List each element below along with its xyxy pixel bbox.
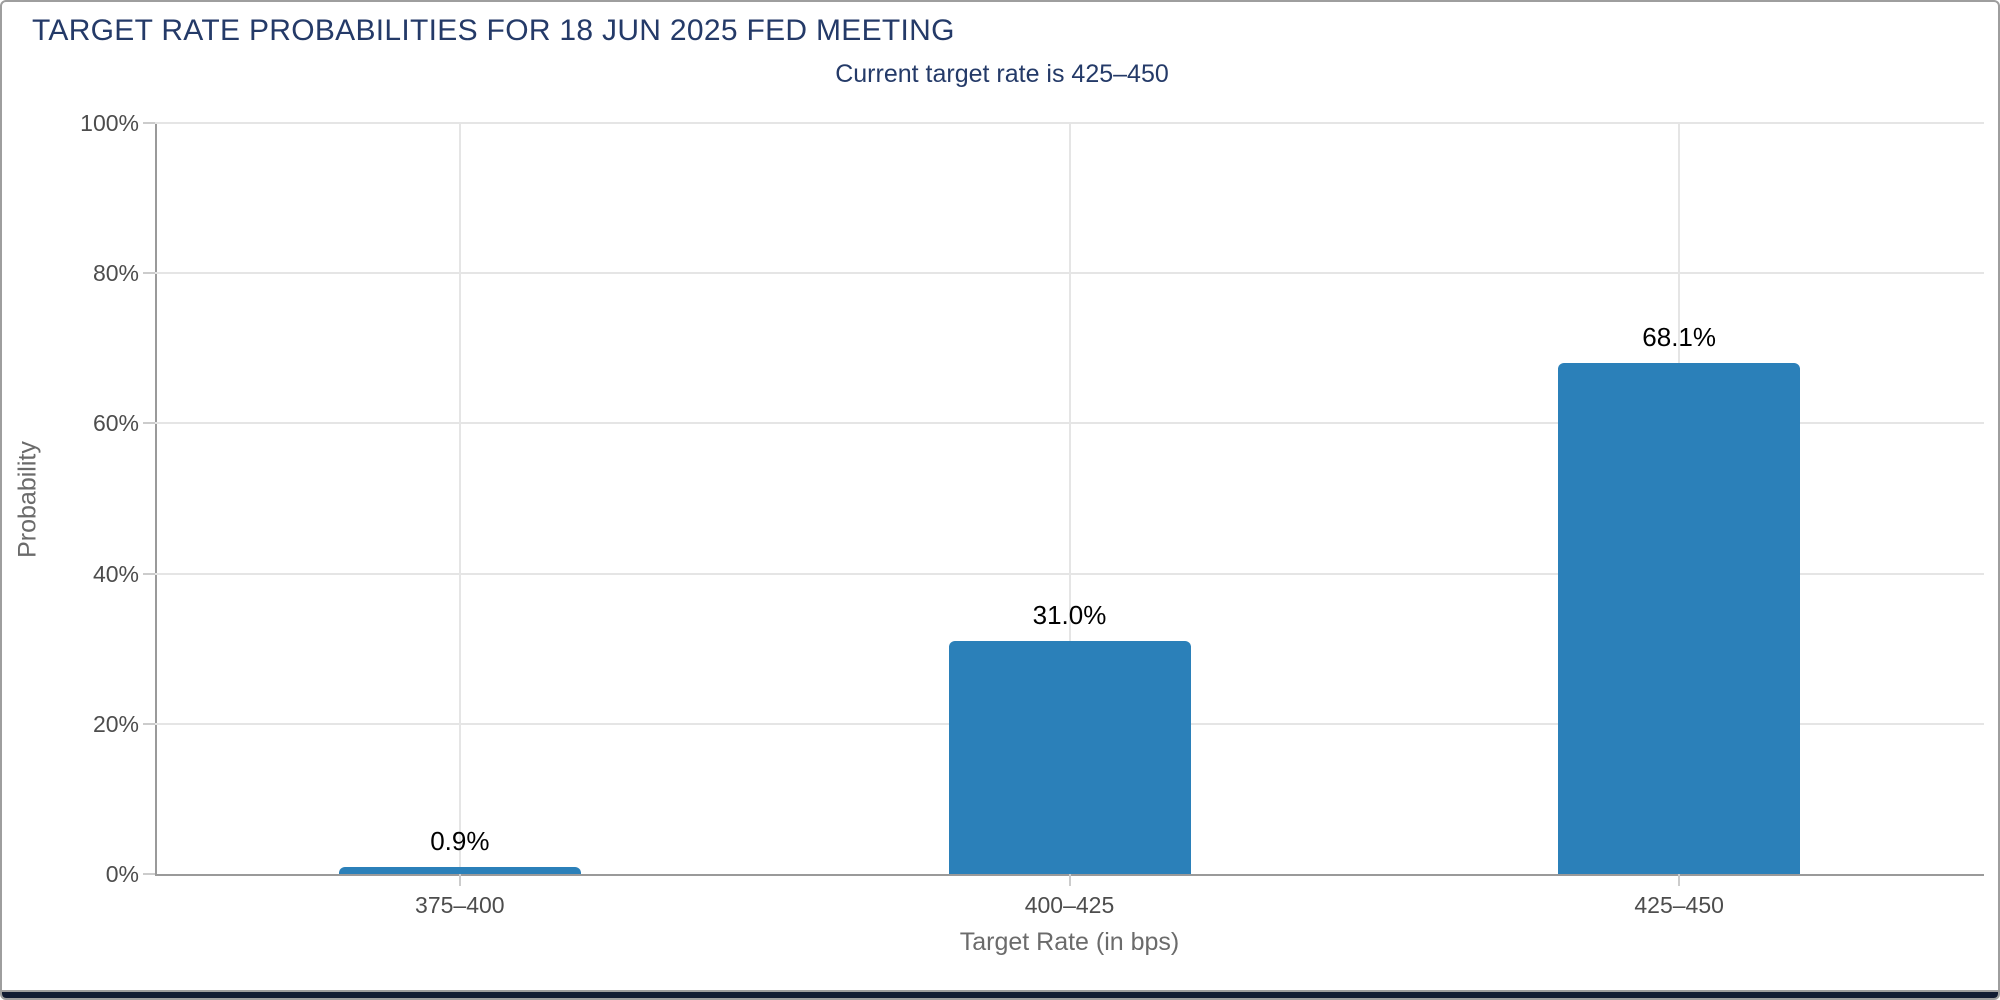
bar-value-label: 68.1%	[1642, 321, 1717, 352]
y-tick-label: 100%	[80, 110, 139, 136]
probability-bar-425-450[interactable]	[1558, 362, 1801, 874]
y-axis-tick	[143, 122, 155, 124]
bar-value-label: 0.9%	[430, 826, 490, 857]
y-axis-line	[155, 123, 157, 874]
y-axis-tick	[143, 873, 155, 875]
y-axis-tick	[143, 272, 155, 275]
x-gridline	[458, 123, 461, 874]
x-axis-tick	[1678, 874, 1681, 886]
plot-area: 0.9% 31.0% 68.1%	[155, 122, 1984, 876]
bar-value-label: 31.0%	[1032, 600, 1107, 631]
y-axis-tick	[143, 422, 155, 425]
chart-title: TARGET RATE PROBABILITIES FOR 18 JUN 202…	[32, 14, 955, 47]
x-tick-label: 375–400	[415, 892, 505, 918]
x-gridline	[1068, 123, 1071, 874]
y-tick-label: 0%	[105, 861, 139, 887]
y-tick-label: 40%	[92, 560, 139, 587]
y-tick-label: 80%	[92, 260, 139, 287]
y-axis-tick	[143, 572, 155, 575]
probability-bar-400-425[interactable]	[948, 641, 1191, 874]
y-tick-label: 20%	[92, 710, 139, 737]
probability-bar-375-400[interactable]	[338, 867, 581, 874]
x-tick-label: 400–425	[1024, 892, 1115, 918]
x-axis-title: Target Rate (in bps)	[959, 928, 1180, 956]
x-axis-tick	[458, 874, 461, 886]
chart-subtitle: Current target rate is 425–450	[835, 60, 1169, 88]
bottom-strip	[2, 990, 1998, 998]
x-tick-label: 425–450	[1634, 892, 1724, 918]
y-axis-title: Probability	[13, 441, 42, 558]
y-tick-label: 60%	[92, 410, 139, 437]
y-axis-tick	[143, 722, 155, 725]
x-axis-tick	[1068, 874, 1071, 886]
